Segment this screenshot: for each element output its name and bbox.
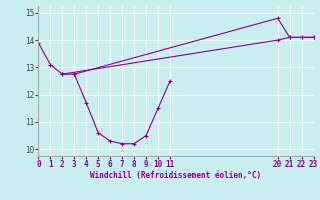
X-axis label: Windchill (Refroidissement éolien,°C): Windchill (Refroidissement éolien,°C) [91,171,261,180]
